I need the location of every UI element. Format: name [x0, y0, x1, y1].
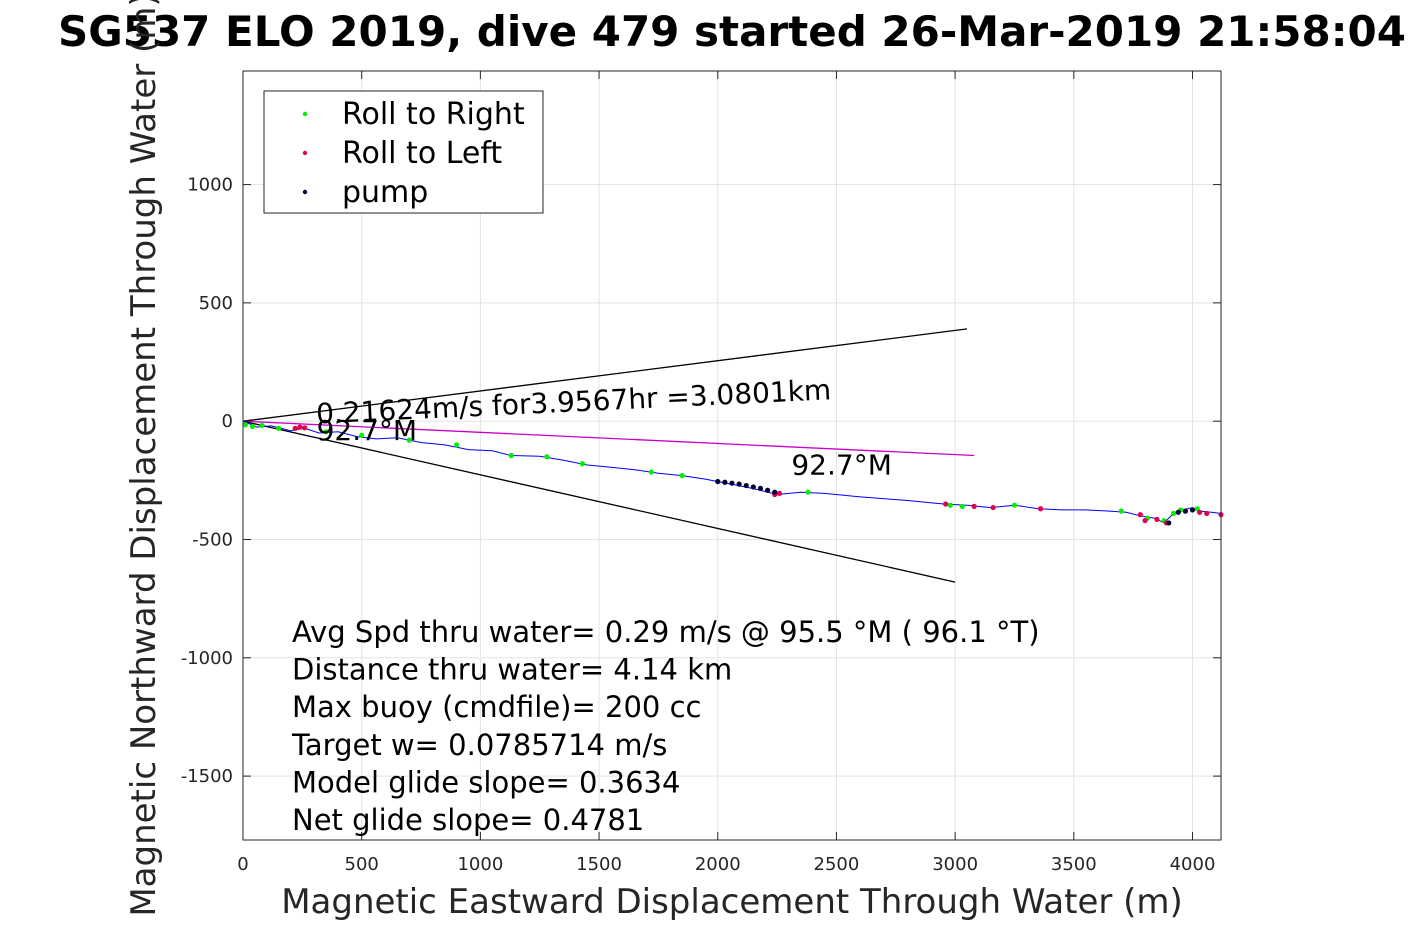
pump-point [729, 480, 735, 486]
stats-line: Distance thru water= 4.14 km [292, 653, 732, 687]
x-axis-label: Magnetic Eastward Displacement Through W… [281, 882, 1183, 922]
legend-label: pump [342, 175, 428, 210]
pump-point [750, 484, 756, 490]
roll-right-point [947, 502, 953, 508]
track-line [242, 420, 1222, 524]
roll-left-point [1137, 512, 1143, 518]
x-tick-label: 1000 [457, 854, 503, 875]
y-tick-label: -1500 [181, 766, 233, 787]
pump-point [772, 489, 778, 495]
roll-right-point [406, 437, 412, 443]
x-tick-label: 2500 [814, 854, 860, 875]
roll-left-point [971, 503, 977, 509]
roll-right-point [242, 422, 248, 428]
y-tick-label: 500 [199, 293, 233, 314]
roll-right-point [679, 473, 685, 479]
roll-right-point [579, 461, 586, 467]
stats-line: Avg Spd thru water= 0.29 m/s @ 95.5 °M (… [292, 615, 1040, 649]
x-tick-label: 0 [237, 854, 248, 875]
pump-point [1189, 507, 1196, 513]
stats-text-block: Avg Spd thru water= 0.29 m/s @ 95.5 °M (… [291, 615, 1040, 837]
roll-left-point [292, 425, 298, 431]
pump-point [736, 481, 742, 487]
pump-point [743, 482, 749, 489]
legend-marker [302, 189, 308, 195]
reference-line-lower [242, 420, 956, 583]
stats-line: Max buoy (cmdfile)= 200 cc [292, 690, 701, 724]
legend: Roll to Right Roll to Left pump [263, 90, 544, 214]
stats-line: Model glide slope= 0.3634 [292, 765, 680, 799]
annotation-text: 92.7°M [317, 414, 418, 447]
roll-right-point [805, 489, 811, 495]
pump-point [715, 478, 721, 485]
legend-box [263, 90, 544, 214]
roll-left-point [776, 490, 783, 496]
roll-left-point [1037, 506, 1044, 512]
roll-left-point [943, 501, 949, 507]
annotation-text: 92.7°M [791, 448, 892, 481]
roll-left-point [297, 424, 303, 430]
roll-left-point [1142, 517, 1148, 524]
roll-left-point [1154, 516, 1160, 522]
pump-point [765, 487, 771, 493]
y-tick-label: 1000 [187, 175, 233, 196]
pump-point [1175, 509, 1181, 515]
roll-right-point [249, 423, 256, 429]
stats-line: Target w= 0.0785714 m/s [291, 728, 667, 762]
stats-line: Net glide slope= 0.4781 [292, 803, 644, 837]
x-tick-label: 4000 [1170, 854, 1216, 875]
legend-marker [302, 111, 308, 117]
legend-label: Roll to Right [342, 97, 525, 132]
x-tick-label: 2000 [695, 854, 741, 875]
pump-point [757, 485, 764, 491]
roll-right-point [1118, 508, 1124, 514]
legend-marker [302, 150, 308, 156]
roll-right-point [544, 454, 550, 460]
chart-title: SG537 ELO 2019, dive 479 started 26-Mar-… [58, 7, 1406, 56]
roll-right-point [359, 432, 365, 438]
roll-right-point [1170, 510, 1177, 517]
roll-right-point [276, 425, 282, 431]
plot-frame [242, 70, 1222, 841]
legend-label: Roll to Left [342, 136, 502, 171]
pump-point [1182, 508, 1188, 514]
roll-right-point [454, 442, 460, 448]
y-axis-label: Magnetic Northward Displacement Through … [124, 0, 164, 917]
pump-point [1166, 520, 1172, 526]
x-tick-label: 500 [345, 854, 379, 875]
y-tick-label: -1000 [181, 648, 233, 669]
pump-point [722, 479, 728, 485]
roll-left-point [1197, 509, 1203, 515]
roll-right-point [259, 422, 265, 429]
roll-right-point [1011, 502, 1018, 508]
y-tick-label: -500 [192, 529, 233, 550]
x-tick-label: 3000 [932, 854, 978, 875]
roll-right-point [648, 469, 654, 475]
roll-left-point [990, 504, 996, 511]
reference-line-mean [242, 420, 975, 457]
y-tick-label: 0 [222, 411, 233, 432]
roll-left-point [302, 425, 308, 431]
roll-right-point [508, 452, 514, 459]
x-tick-label: 3500 [1051, 854, 1097, 875]
x-tick-label: 1500 [576, 854, 622, 875]
reference-line-upper [242, 328, 968, 422]
roll-right-point [323, 429, 329, 435]
roll-right-point [959, 503, 965, 509]
roll-left-point [1204, 510, 1210, 517]
